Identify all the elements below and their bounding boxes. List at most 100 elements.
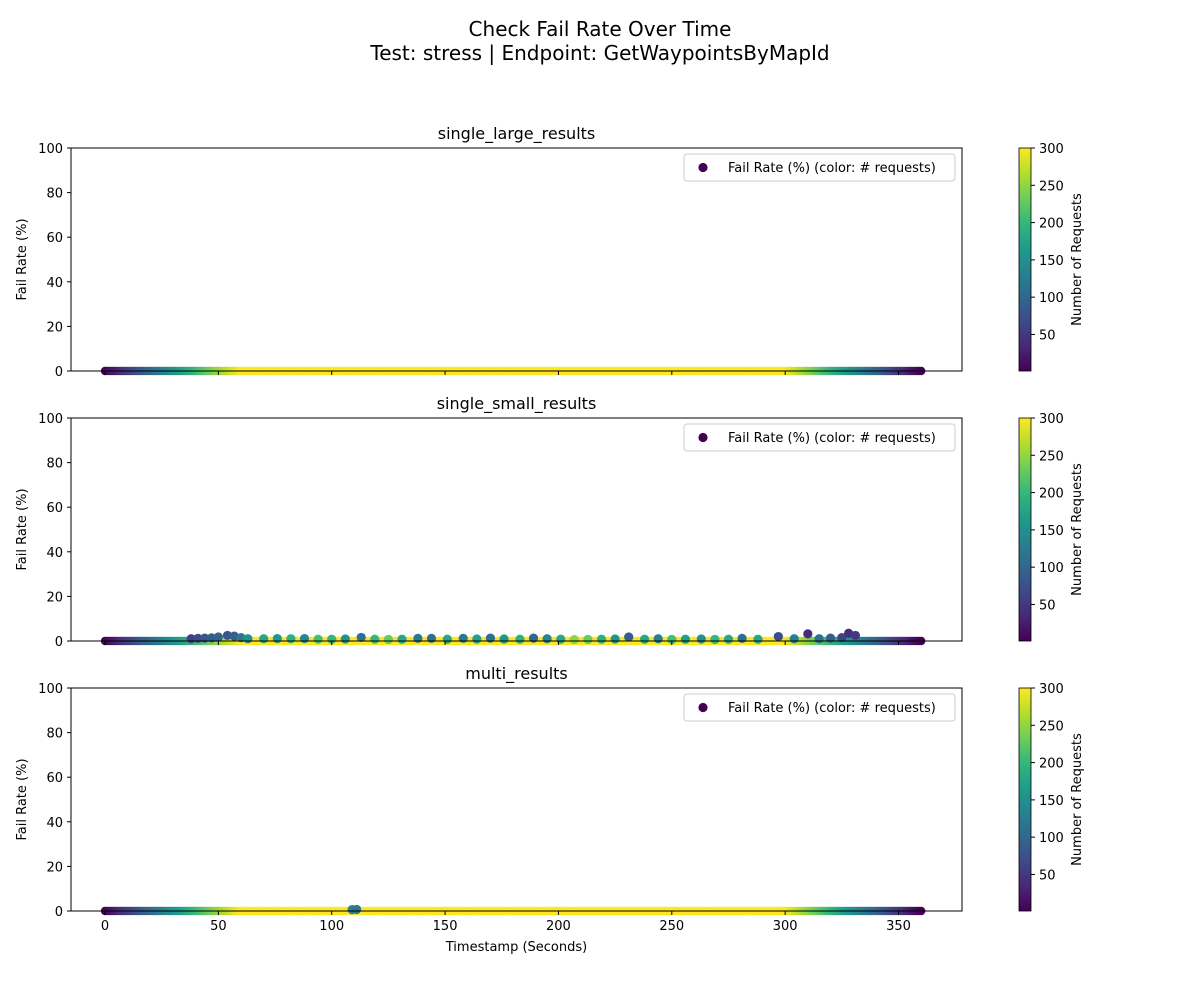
y-tick-label: 20 — [46, 590, 63, 605]
x-tick-label: 350 — [886, 919, 911, 934]
data-point — [458, 633, 468, 643]
colorbar-tick-label: 300 — [1039, 682, 1064, 697]
y-tick-label: 80 — [46, 727, 63, 742]
data-point — [272, 633, 282, 644]
data-point — [653, 634, 663, 644]
data-point — [814, 634, 824, 644]
legend-marker — [698, 702, 708, 713]
colorbar-tick-label: 100 — [1039, 561, 1064, 576]
data-point — [370, 634, 380, 644]
axes-frame — [70, 147, 963, 372]
subplot-single-small-results: single_small_results 0 20 40 60 80 100 Fail Rat… — [15, 394, 1085, 650]
x-axis-label: Timestamp (Seconds) — [445, 940, 587, 955]
colorbar-tick-label: 150 — [1039, 524, 1064, 539]
colorbar-tick-label: 250 — [1039, 449, 1064, 464]
legend-marker — [698, 432, 708, 443]
subplot-single-large-results: single_large_results 0 20 40 60 80 100 Fail Rat… — [15, 124, 1085, 380]
y-tick-label: 60 — [46, 231, 63, 246]
data-point — [583, 634, 593, 645]
data-point — [313, 634, 323, 644]
data-point — [515, 634, 525, 644]
y-axis-label: Fail Rate (%) — [15, 218, 30, 300]
x-tick-label: 250 — [659, 919, 684, 934]
data-point — [485, 633, 496, 643]
y-axis-label: Fail Rate (%) — [15, 488, 30, 570]
data-point — [773, 631, 783, 642]
colorbar-tick-label: 100 — [1039, 831, 1064, 846]
legend-box — [683, 153, 956, 182]
colorbar-tick-label: 50 — [1039, 868, 1056, 883]
colorbar-tick-label: 50 — [1039, 598, 1056, 613]
colorbar-label: Number of Requests — [1070, 733, 1085, 866]
data-point — [825, 633, 836, 643]
colorbar-tick-label: 300 — [1039, 412, 1064, 427]
colorbar: 50 100 150 200 250 300 Number of Requests — [1018, 682, 1085, 912]
data-point — [259, 634, 269, 644]
y-tick-label: 100 — [38, 682, 63, 697]
colorbar-tick-label: 300 — [1039, 142, 1064, 157]
x-tick-label: 50 — [210, 919, 227, 934]
subplot-title: single_large_results — [438, 124, 596, 144]
figure-title-line1: Check Fail Rate Over Time — [469, 17, 732, 41]
subplot-title: single_small_results — [437, 394, 597, 414]
legend: Fail Rate (%) (color: # requests) — [683, 423, 956, 452]
data-point — [213, 632, 223, 642]
data-point — [243, 634, 253, 644]
data-point — [710, 634, 720, 645]
data-point — [639, 634, 650, 644]
y-tick-label: 20 — [46, 860, 63, 875]
colorbar-tick-label: 100 — [1039, 291, 1064, 306]
data-point — [352, 904, 362, 915]
colorbar-label: Number of Requests — [1070, 463, 1085, 596]
colorbar-gradient — [1019, 418, 1031, 641]
data-point — [803, 629, 813, 639]
data-point — [696, 634, 706, 644]
colorbar-label: Number of Requests — [1070, 193, 1085, 326]
subplot-title: multi_results — [465, 664, 568, 684]
data-point — [472, 634, 482, 644]
subplot-multi-results: multi_results 0 20 40 60 80 100 0 50 100 150 200 250… — [15, 664, 1085, 955]
colorbar-tick-label: 200 — [1039, 487, 1064, 502]
colorbar-tick-label: 200 — [1039, 757, 1064, 772]
axes-frame — [70, 417, 963, 642]
data-point — [236, 633, 246, 643]
legend-label: Fail Rate (%) (color: # requests) — [728, 431, 936, 446]
data-point — [356, 632, 366, 643]
x-tick-label: 150 — [433, 919, 458, 934]
data-point — [680, 634, 691, 644]
x-tick-label: 100 — [319, 919, 344, 934]
data-point — [286, 634, 296, 644]
data-point — [299, 633, 310, 644]
colorbar-tick-label: 200 — [1039, 217, 1064, 232]
data-point — [737, 633, 747, 643]
colorbar-tick-label: 150 — [1039, 254, 1064, 269]
legend: Fail Rate (%) (color: # requests) — [683, 153, 956, 182]
y-tick-label: 40 — [46, 816, 63, 831]
y-tick-label: 0 — [55, 365, 63, 380]
data-point — [397, 634, 407, 644]
colorbar-tick-label: 50 — [1039, 328, 1056, 343]
legend-box — [683, 693, 956, 722]
data-point — [789, 634, 799, 644]
data-point — [340, 634, 350, 644]
y-tick-label: 100 — [38, 142, 63, 157]
data-point — [383, 634, 394, 645]
data-point — [667, 634, 677, 645]
y-tick-label: 40 — [46, 546, 63, 561]
y-tick-label: 40 — [46, 276, 63, 291]
data-point — [499, 634, 509, 644]
colorbar-gradient — [1019, 148, 1031, 371]
x-tick-label: 0 — [101, 919, 109, 934]
data-point — [610, 634, 620, 644]
data-point — [200, 633, 210, 643]
legend-label: Fail Rate (%) (color: # requests) — [728, 161, 936, 176]
colorbar: 50 100 150 200 250 300 Number of Requests — [1018, 412, 1085, 642]
data-point — [837, 633, 847, 643]
data-point — [542, 634, 552, 644]
colorbar-gradient — [1019, 688, 1031, 911]
x-tick-label: 300 — [773, 919, 798, 934]
data-point — [222, 630, 233, 641]
scatter-points — [100, 628, 926, 646]
y-tick-label: 80 — [46, 187, 63, 202]
